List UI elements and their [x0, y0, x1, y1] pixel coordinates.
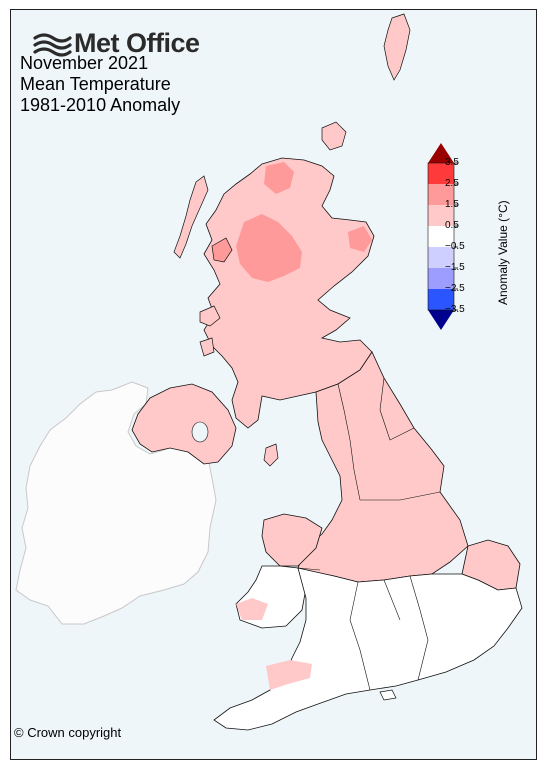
orkney [321, 121, 347, 151]
northern-ireland [131, 383, 237, 465]
lough-neagh [191, 421, 209, 443]
aberdeenshire-warm-area [348, 226, 372, 252]
logo-text: Met Office [74, 28, 200, 58]
colorbar-outline [427, 162, 455, 311]
colorbar-bin-neg2.5-neg3.5 [428, 289, 454, 310]
copyright-notice: © Crown copyright [14, 725, 122, 740]
mull [199, 305, 221, 327]
outer-hebrides [173, 175, 209, 259]
region-borders [297, 377, 441, 691]
colorbar-extend-top [428, 143, 454, 163]
isle-of-wight [379, 689, 397, 701]
pembroke-warm [236, 598, 268, 620]
colorbar-tick: 2.5 [445, 178, 459, 189]
highlands-warm-area [236, 214, 302, 282]
colorbar-bin-neutral [428, 226, 454, 247]
colorbar-extend-bottom [428, 310, 454, 330]
islay [199, 337, 215, 357]
isle-of-man [263, 443, 279, 467]
colorbar-bin-2.5-3.5 [428, 163, 454, 184]
north-coast-warm-area [264, 162, 294, 194]
colorbar-tick: −0.5 [445, 241, 465, 252]
colorbar-bin-0.5-1.5 [428, 205, 454, 226]
colorbar-tick: 0.5 [445, 220, 459, 231]
colorbar-tick: −2.5 [445, 283, 465, 294]
title-line-baseline: 1981-2010 Anomaly [20, 95, 181, 115]
map-title: November 2021 Mean Temperature 1981-2010… [20, 53, 180, 116]
colorbar-bin-neg1.5-neg2.5 [428, 268, 454, 289]
title-line-variable: Mean Temperature [20, 74, 171, 94]
colorbar-bin-1.5-2.5 [428, 184, 454, 205]
shetland [383, 13, 411, 81]
wales-north [261, 513, 323, 567]
skye [211, 237, 233, 263]
met-office-logo: Met Office [74, 28, 200, 59]
colorbar-tick: 3.5 [445, 157, 459, 168]
title-line-month: November 2021 [20, 53, 149, 73]
colorbar-label: Anomaly Value (°C) [496, 200, 510, 305]
met-office-wave-icon [33, 33, 72, 57]
devon-warm-patch [266, 660, 312, 690]
colorbar-tick: −3.5 [445, 304, 465, 315]
colorbar-tick: 1.5 [445, 199, 459, 210]
colorbar-tick: −1.5 [445, 262, 465, 273]
colorbar [427, 143, 458, 330]
colorbar-bin-neg0.5-neg1.5 [428, 247, 454, 268]
